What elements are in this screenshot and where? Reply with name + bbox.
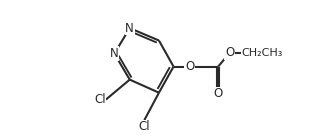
Text: O: O [225, 46, 234, 59]
Text: Cl: Cl [94, 93, 106, 106]
Text: CH₂CH₃: CH₂CH₃ [241, 48, 283, 58]
Text: O: O [185, 60, 194, 73]
Text: N: N [110, 47, 119, 60]
Text: N: N [125, 22, 134, 35]
Text: Cl: Cl [138, 120, 150, 133]
Text: O: O [214, 87, 223, 100]
